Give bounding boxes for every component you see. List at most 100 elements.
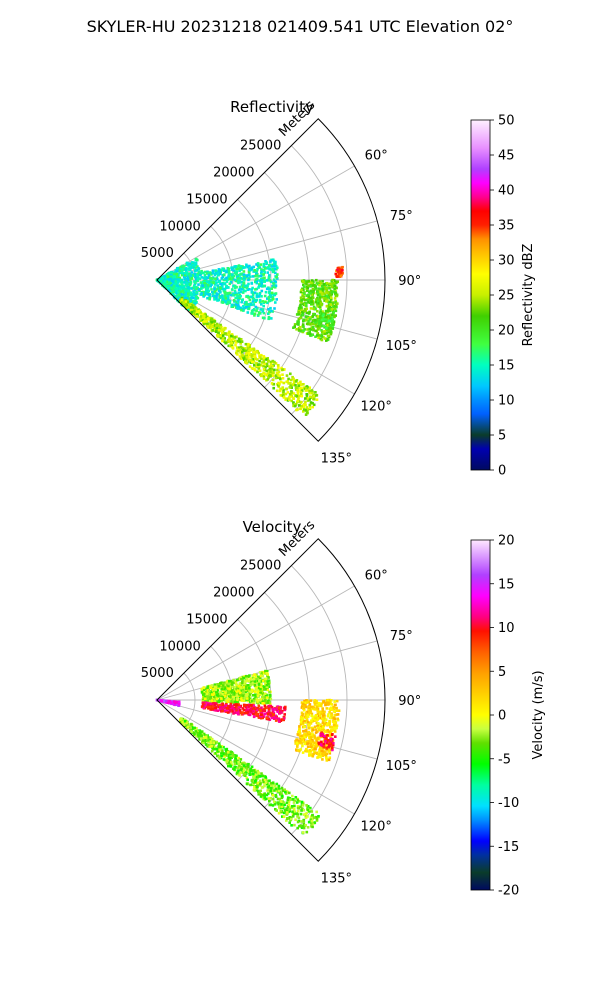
echo-gate — [238, 346, 241, 349]
echo-gate — [238, 709, 242, 712]
echo-gate — [196, 272, 200, 276]
echo-gate — [252, 303, 256, 306]
echo-gate — [311, 322, 315, 326]
echo-gate — [289, 382, 292, 385]
echo-gate — [312, 305, 316, 309]
echo-gate — [232, 708, 236, 711]
echo-gate — [290, 399, 293, 403]
echo-gate — [182, 266, 185, 269]
echo-gate — [312, 393, 315, 397]
echo-gate — [274, 284, 278, 287]
echo-gate — [203, 285, 207, 289]
echo-gate — [269, 306, 272, 310]
reflectivity-frame — [156, 118, 386, 442]
echo-gate — [316, 334, 319, 337]
echo-gate — [249, 707, 253, 710]
echo-gate — [285, 374, 289, 377]
echo-gate — [302, 729, 305, 733]
echo-gate — [302, 318, 305, 322]
echo-gate — [208, 297, 211, 301]
echo-gate — [238, 274, 241, 277]
echo-gate — [288, 821, 291, 824]
echo-gate — [316, 332, 319, 335]
echo-gate — [298, 800, 301, 803]
echo-gate — [236, 339, 240, 343]
echo-gate — [172, 293, 175, 297]
echo-gate — [255, 786, 259, 789]
echo-gate — [325, 743, 329, 747]
echo-gate — [246, 275, 249, 278]
echo-gate — [237, 761, 240, 764]
echo-gate — [235, 694, 238, 697]
echo-gate — [268, 292, 272, 296]
echo-gate — [320, 749, 323, 753]
echo-gate — [251, 674, 255, 678]
echo-gate — [226, 707, 229, 710]
echo-gate — [203, 273, 207, 277]
echo-gate — [242, 686, 245, 689]
echo-gate — [316, 291, 320, 294]
echo-gate — [266, 792, 270, 795]
echo-gate — [220, 277, 224, 280]
echo-gate — [202, 312, 205, 316]
echo-gate — [182, 292, 186, 295]
echo-gate — [324, 287, 328, 291]
echo-gate — [230, 760, 233, 764]
echo-gate — [316, 296, 319, 300]
echo-gate — [214, 688, 217, 692]
echo-gate — [239, 281, 243, 284]
echo-gate — [258, 690, 261, 693]
echo-gate — [238, 764, 241, 768]
echo-gate — [200, 292, 204, 295]
echo-gate — [238, 279, 241, 283]
echo-gate — [166, 284, 169, 287]
echo-gate — [211, 705, 214, 708]
echo-gate — [187, 292, 190, 295]
echo-gate — [240, 357, 244, 360]
echo-gate — [235, 710, 238, 713]
echo-gate — [247, 288, 251, 291]
echo-gate — [209, 741, 213, 745]
echo-gate — [273, 268, 277, 271]
echo-gate — [245, 704, 249, 707]
echo-gate — [306, 742, 309, 745]
echo-gate — [241, 688, 245, 692]
echo-gate — [244, 685, 248, 688]
echo-gate — [326, 296, 330, 299]
echo-gate — [280, 803, 283, 806]
echo-gate — [250, 354, 254, 357]
echo-gate — [261, 277, 265, 280]
echo-gate — [247, 713, 251, 716]
echo-gate — [232, 299, 236, 302]
echo-gate — [273, 361, 276, 364]
echo-gate — [329, 319, 332, 323]
echo-gate — [221, 696, 225, 699]
echo-gate — [218, 757, 221, 760]
echo-gate — [306, 805, 310, 808]
echo-gate — [275, 716, 278, 720]
echo-gate — [246, 265, 249, 269]
echo-gate — [229, 707, 232, 710]
echo-gate — [328, 305, 331, 308]
echo-gate — [259, 308, 262, 311]
echo-gate — [222, 282, 225, 286]
echo-gate — [290, 378, 293, 382]
echo-gate — [322, 724, 326, 728]
echo-gate — [209, 736, 212, 739]
echo-gate — [213, 290, 216, 294]
echo-gate — [263, 784, 266, 788]
echo-gate — [297, 810, 300, 813]
echo-gate — [305, 280, 309, 284]
echo-gate — [322, 750, 325, 753]
echo-gate — [174, 269, 177, 272]
echo-gate — [194, 297, 198, 301]
echo-gate — [275, 371, 279, 375]
echo-gate — [202, 704, 206, 707]
echo-gate — [299, 383, 302, 387]
echo-gate — [299, 380, 302, 384]
echo-gate — [269, 713, 273, 717]
echo-gate — [202, 732, 206, 736]
echo-gate — [255, 350, 258, 354]
echo-gate — [176, 284, 179, 288]
echo-gate — [304, 403, 307, 407]
